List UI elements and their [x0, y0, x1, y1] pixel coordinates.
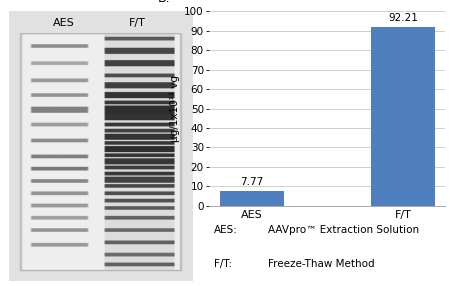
Text: F/T:: F/T:: [214, 259, 232, 269]
Text: AAVpro™ Extraction Solution: AAVpro™ Extraction Solution: [269, 224, 419, 234]
Bar: [371, 27, 435, 206]
Text: 7.77: 7.77: [240, 177, 264, 187]
Text: AES:: AES:: [214, 224, 238, 234]
Y-axis label: μg/1x10¹² vg: μg/1x10¹² vg: [170, 75, 180, 142]
Text: A.: A.: [0, 0, 12, 3]
Text: Freeze-Thaw Method: Freeze-Thaw Method: [269, 259, 375, 269]
Text: AES: AES: [53, 18, 75, 28]
Bar: [220, 191, 284, 206]
Text: B.: B.: [158, 0, 170, 5]
Text: F/T: F/T: [129, 18, 146, 28]
Text: 92.21: 92.21: [388, 13, 418, 23]
